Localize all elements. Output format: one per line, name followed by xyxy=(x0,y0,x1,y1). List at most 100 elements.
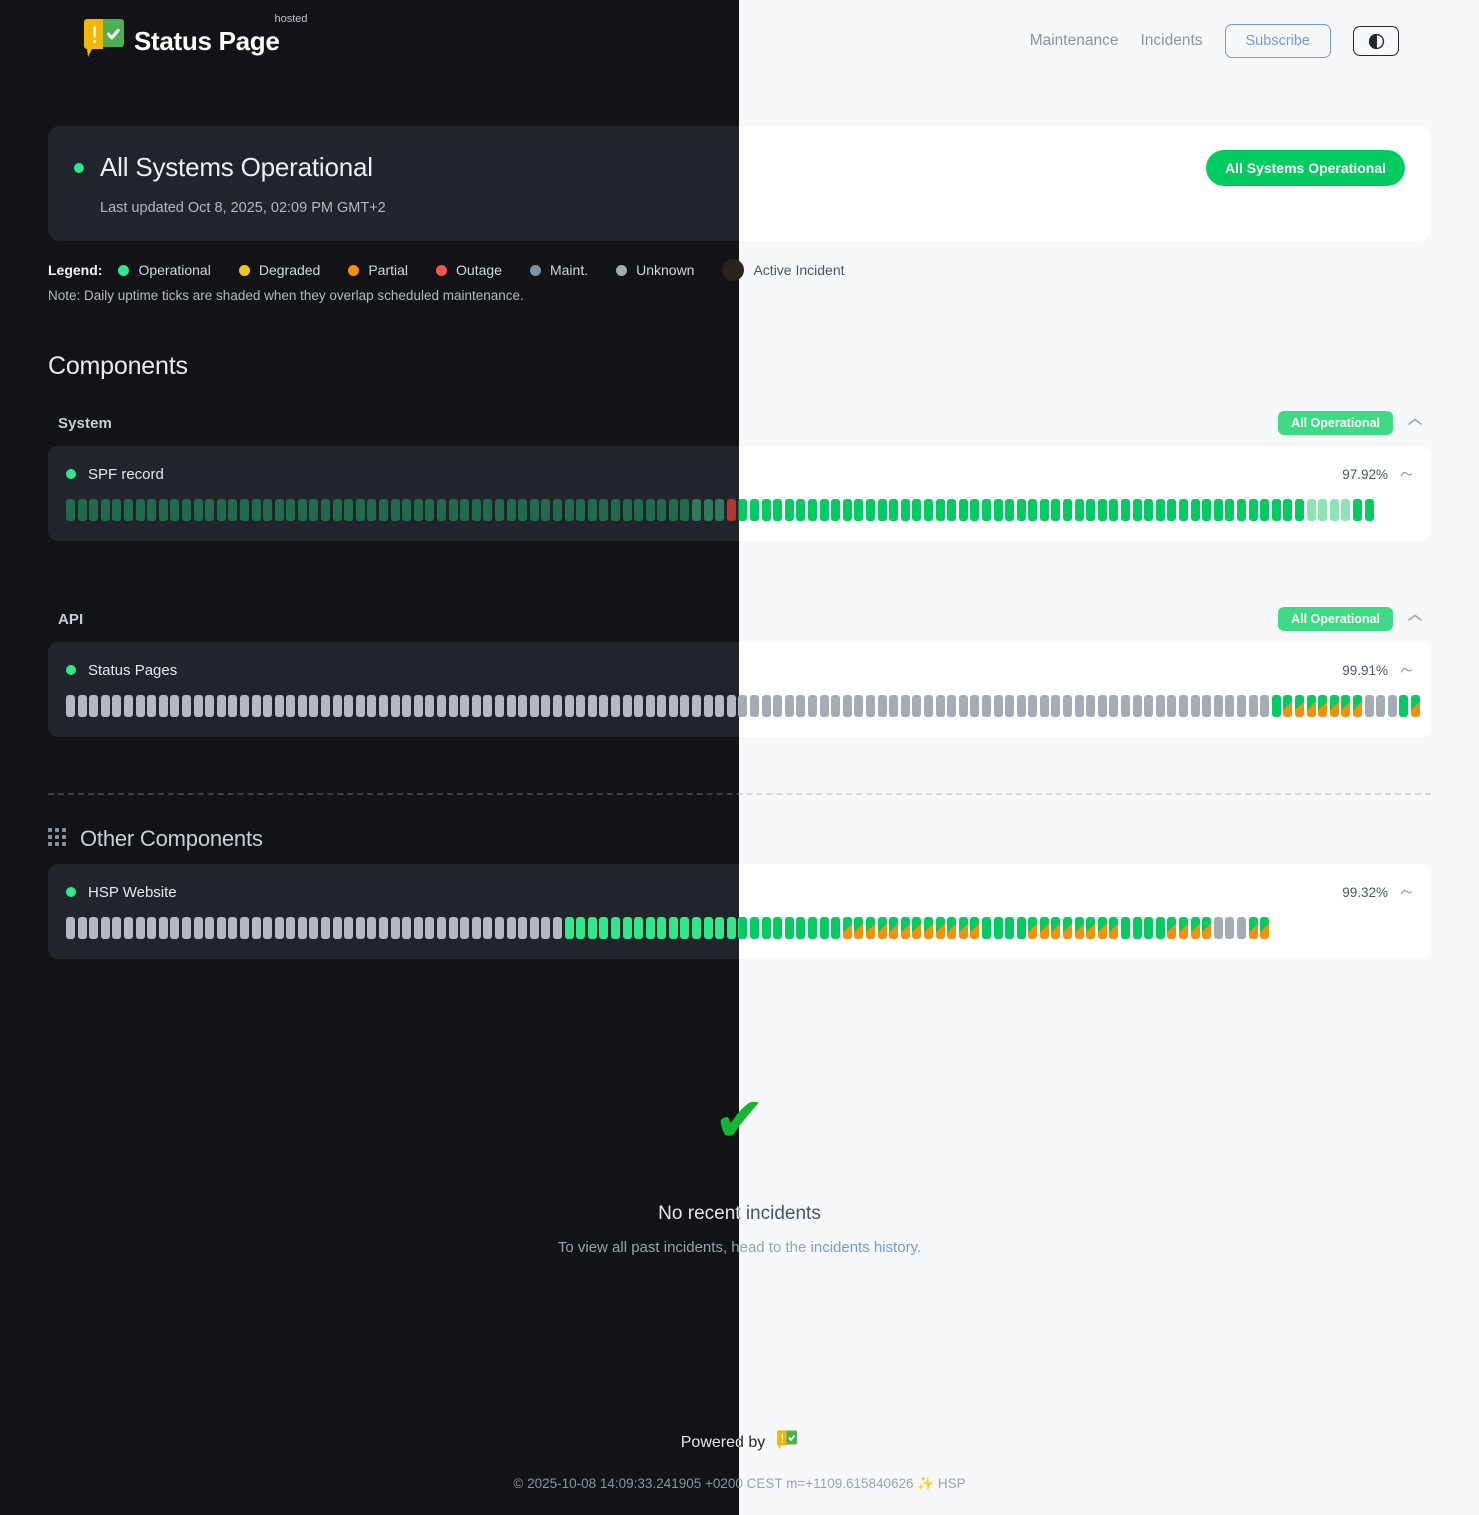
uptime-tick[interactable] xyxy=(1248,695,1258,717)
uptime-tick[interactable] xyxy=(321,917,331,939)
uptime-tick[interactable] xyxy=(552,695,562,717)
uptime-tick[interactable] xyxy=(123,917,133,939)
uptime-tick[interactable] xyxy=(274,917,284,939)
uptime-tick[interactable] xyxy=(321,695,331,717)
uptime-tick[interactable] xyxy=(1352,499,1362,521)
uptime-tick[interactable] xyxy=(402,499,412,521)
uptime-tick[interactable] xyxy=(773,917,783,939)
uptime-tick[interactable] xyxy=(471,917,481,939)
uptime-tick[interactable] xyxy=(413,695,423,717)
uptime-tick[interactable] xyxy=(332,499,342,521)
uptime-tick[interactable] xyxy=(263,695,273,717)
uptime-tick[interactable] xyxy=(1248,499,1258,521)
uptime-tick[interactable] xyxy=(89,917,99,939)
uptime-tick[interactable] xyxy=(413,499,423,521)
uptime-tick[interactable] xyxy=(1376,695,1386,717)
uptime-tick[interactable] xyxy=(958,695,968,717)
uptime-tick[interactable] xyxy=(1051,695,1061,717)
uptime-tick[interactable] xyxy=(379,499,389,521)
uptime-tick[interactable] xyxy=(692,695,702,717)
uptime-tick[interactable] xyxy=(89,499,99,521)
uptime-tick[interactable] xyxy=(1410,695,1420,717)
uptime-tick[interactable] xyxy=(552,499,562,521)
uptime-tick[interactable] xyxy=(599,695,609,717)
uptime-tick[interactable] xyxy=(367,917,377,939)
uptime-tick[interactable] xyxy=(947,499,957,521)
uptime-tick[interactable] xyxy=(634,917,644,939)
uptime-tick[interactable] xyxy=(889,917,899,939)
uptime-tick[interactable] xyxy=(506,695,516,717)
uptime-tick[interactable] xyxy=(355,499,365,521)
uptime-tick[interactable] xyxy=(147,917,157,939)
uptime-tick[interactable] xyxy=(750,499,760,521)
uptime-tick[interactable] xyxy=(123,499,133,521)
uptime-tick[interactable] xyxy=(1190,499,1200,521)
uptime-tick[interactable] xyxy=(1213,917,1223,939)
uptime-tick[interactable] xyxy=(471,695,481,717)
uptime-tick[interactable] xyxy=(1341,499,1351,521)
uptime-tick[interactable] xyxy=(599,917,609,939)
uptime-tick[interactable] xyxy=(773,499,783,521)
uptime-tick[interactable] xyxy=(1144,499,1154,521)
uptime-tick[interactable] xyxy=(923,695,933,717)
uptime-tick[interactable] xyxy=(448,917,458,939)
uptime-tick[interactable] xyxy=(460,499,470,521)
uptime-tick[interactable] xyxy=(854,695,864,717)
uptime-tick[interactable] xyxy=(286,695,296,717)
uptime-tick[interactable] xyxy=(923,917,933,939)
uptime-tick[interactable] xyxy=(1086,917,1096,939)
uptime-tick[interactable] xyxy=(738,499,748,521)
uptime-tick[interactable] xyxy=(239,695,249,717)
uptime-tick[interactable] xyxy=(1271,499,1281,521)
uptime-tick[interactable] xyxy=(390,917,400,939)
uptime-tick[interactable] xyxy=(970,695,980,717)
chevron-up-icon[interactable] xyxy=(1407,414,1423,432)
uptime-tick[interactable] xyxy=(251,695,261,717)
uptime-tick[interactable] xyxy=(193,499,203,521)
uptime-tick[interactable] xyxy=(274,499,284,521)
uptime-tick[interactable] xyxy=(726,695,736,717)
uptime-tick[interactable] xyxy=(66,917,75,939)
uptime-tick[interactable] xyxy=(1294,499,1304,521)
uptime-tick[interactable] xyxy=(66,499,75,521)
uptime-tick[interactable] xyxy=(425,499,435,521)
uptime-tick[interactable] xyxy=(865,695,875,717)
uptime-tick[interactable] xyxy=(112,917,122,939)
uptime-tick[interactable] xyxy=(379,695,389,717)
uptime-tick[interactable] xyxy=(622,917,632,939)
uptime-tick[interactable] xyxy=(761,695,771,717)
uptime-tick[interactable] xyxy=(135,499,145,521)
uptime-tick[interactable] xyxy=(680,917,690,939)
uptime-tick[interactable] xyxy=(193,695,203,717)
uptime-tick[interactable] xyxy=(1097,917,1107,939)
uptime-tick[interactable] xyxy=(970,499,980,521)
uptime-tick[interactable] xyxy=(216,917,226,939)
uptime-tick[interactable] xyxy=(587,499,597,521)
uptime-tick[interactable] xyxy=(645,695,655,717)
uptime-tick[interactable] xyxy=(958,917,968,939)
uptime-tick[interactable] xyxy=(993,695,1003,717)
uptime-tick[interactable] xyxy=(1364,695,1374,717)
uptime-tick[interactable] xyxy=(808,695,817,717)
uptime-tick[interactable] xyxy=(367,695,377,717)
group-header[interactable]: API All Operational xyxy=(48,596,739,642)
uptime-tick[interactable] xyxy=(1109,499,1119,521)
uptime-tick[interactable] xyxy=(738,695,748,717)
chevron-icon[interactable] xyxy=(1400,661,1413,679)
uptime-tick[interactable] xyxy=(587,695,597,717)
uptime-tick[interactable] xyxy=(309,499,319,521)
uptime-tick[interactable] xyxy=(355,695,365,717)
uptime-tick[interactable] xyxy=(831,917,841,939)
uptime-tick[interactable] xyxy=(344,695,354,717)
uptime-tick[interactable] xyxy=(668,499,678,521)
uptime-tick[interactable] xyxy=(1144,695,1154,717)
uptime-tick[interactable] xyxy=(912,499,922,521)
uptime-tick[interactable] xyxy=(448,695,458,717)
uptime-tick[interactable] xyxy=(286,499,296,521)
uptime-tick[interactable] xyxy=(935,917,945,939)
uptime-tick[interactable] xyxy=(692,499,702,521)
uptime-tick[interactable] xyxy=(135,695,145,717)
uptime-tick[interactable] xyxy=(251,917,261,939)
uptime-tick[interactable] xyxy=(692,917,702,939)
uptime-tick[interactable] xyxy=(900,499,910,521)
